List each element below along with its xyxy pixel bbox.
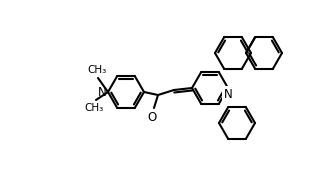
Text: O: O	[147, 111, 157, 124]
Text: CH₃: CH₃	[84, 103, 104, 113]
Text: N: N	[224, 88, 232, 100]
Text: N: N	[98, 85, 107, 98]
Text: CH₃: CH₃	[87, 65, 107, 75]
